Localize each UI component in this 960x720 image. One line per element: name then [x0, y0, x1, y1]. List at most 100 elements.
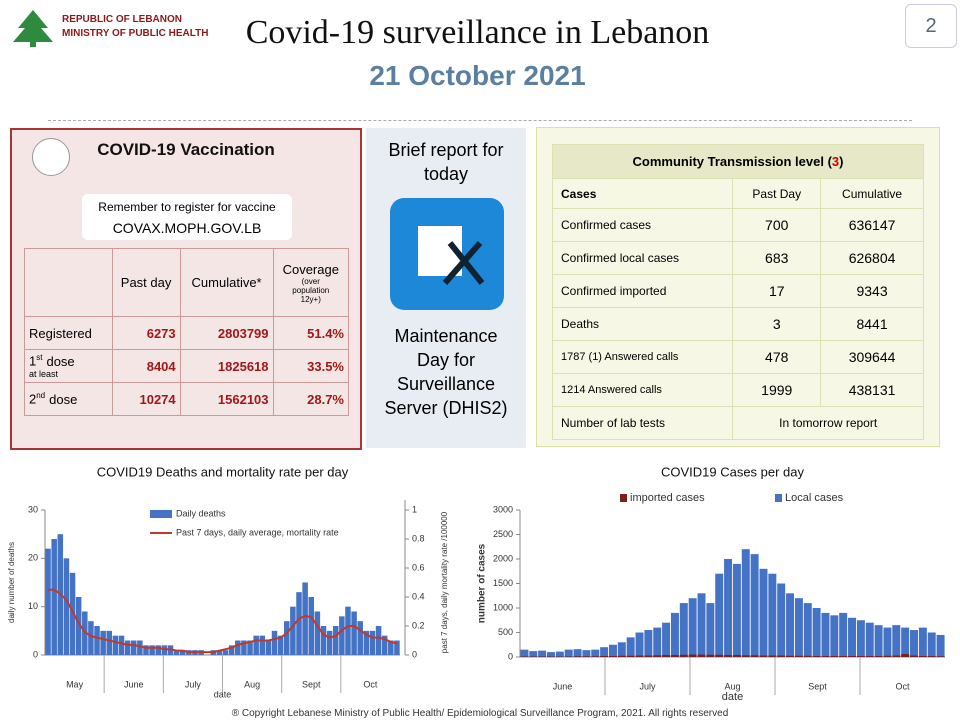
- bar: [901, 654, 910, 657]
- y2-tick-label: 0.6: [412, 562, 425, 572]
- bar: [222, 650, 229, 655]
- rate-line: [48, 588, 398, 654]
- brief-panel: Brief report for today Maintenance Day fo…: [366, 128, 526, 448]
- legend-swatch: [620, 494, 627, 502]
- column-header: Cumulative*: [179, 248, 274, 317]
- bar: [63, 558, 70, 655]
- row: Registered 6273 2803799 51.4%: [24, 316, 350, 350]
- bar: [573, 649, 582, 657]
- bar: [839, 656, 848, 657]
- bar: [848, 617, 857, 657]
- y2-tick-label: 0.4: [412, 591, 425, 601]
- row-label: 2nd dose: [24, 382, 113, 416]
- row-label-text: Registered: [29, 325, 92, 341]
- bar: [936, 634, 945, 657]
- bar: [130, 640, 137, 655]
- cell: 51.4%: [272, 316, 350, 350]
- cell: 8441: [820, 307, 924, 341]
- legend-label: Past 7 days, daily average, mortality ra…: [176, 527, 339, 537]
- bar: [51, 539, 57, 655]
- bar: [839, 612, 848, 657]
- bar: [173, 650, 180, 655]
- y-tick-label: 1500: [493, 578, 513, 588]
- bar: [149, 645, 155, 655]
- month-label: Oct: [895, 681, 910, 691]
- bar: [901, 627, 910, 657]
- bar: [271, 630, 278, 655]
- bar: [82, 611, 88, 655]
- bar: [688, 654, 697, 657]
- transmission-panel: Community Transmission level (3) Cases Pas…: [536, 127, 940, 447]
- bar: [265, 640, 272, 655]
- bar: [732, 655, 741, 657]
- cell: In tomorrow report: [732, 406, 924, 440]
- report-date: 21 October 2021: [369, 60, 586, 91]
- brief-message: Maintenance Day for Surveillance Server …: [384, 326, 508, 418]
- cell: 8404: [111, 349, 181, 383]
- legend-label: imported cases: [630, 492, 705, 504]
- bar: [794, 655, 803, 657]
- y-axis-label: daily number of deaths: [7, 542, 16, 623]
- cell: 1562103: [179, 382, 274, 416]
- bar: [75, 597, 82, 655]
- level: 3: [831, 154, 840, 169]
- cell: 626804: [820, 241, 924, 275]
- bar: [865, 622, 874, 657]
- bar: [883, 627, 892, 657]
- month-label: June: [553, 681, 573, 691]
- cell: 9343: [820, 274, 924, 308]
- vaccination-table: Past day Cumulative* Coverage (over populat…: [24, 248, 350, 416]
- month-label: Sept: [302, 679, 321, 689]
- bar: [394, 640, 400, 655]
- y-tick-label: 2000: [493, 553, 513, 563]
- icon-wrench: [442, 241, 485, 285]
- y2-tick-label: 0: [412, 649, 417, 659]
- transmission-table: Community Transmission level (3) Cases Pas…: [551, 144, 924, 440]
- bar: [617, 655, 626, 657]
- month-label: May: [66, 679, 84, 689]
- dose-number: 1: [29, 353, 37, 369]
- bar: [918, 627, 927, 657]
- bar: [241, 640, 247, 655]
- bar: [88, 621, 94, 655]
- cell: 3: [732, 307, 822, 341]
- vaccination-panel: COVID-19 Vaccination Remember to register…: [10, 128, 362, 450]
- legend-label: Local cases: [785, 492, 844, 504]
- bar: [320, 626, 327, 655]
- dose-label: dose: [46, 353, 75, 369]
- bar: [228, 645, 235, 655]
- bar: [290, 606, 296, 655]
- y-tick-label: 10: [28, 601, 38, 611]
- brief-heading: Brief report for today: [388, 140, 504, 184]
- bar: [706, 654, 715, 657]
- bar: [143, 645, 149, 655]
- dose-note: at least: [29, 368, 59, 379]
- column-header: Coverage (over population 12y+): [272, 248, 350, 317]
- bar: [600, 656, 609, 657]
- bar: [724, 655, 733, 657]
- y2-tick-label: 0.8: [412, 533, 425, 543]
- bar: [830, 656, 839, 657]
- reminder-box: Remember to register for vaccine COVAX.MO…: [82, 194, 292, 240]
- bar: [732, 563, 741, 657]
- bar: [706, 603, 715, 657]
- bar: [345, 606, 351, 655]
- bar: [759, 655, 768, 657]
- cell: Number of lab tests: [551, 406, 734, 440]
- month-label: Oct: [363, 679, 378, 689]
- bar: [644, 655, 653, 657]
- y-tick-label: 0: [508, 651, 513, 661]
- chart-title: COVID19 Deaths and mortality rate per da…: [97, 464, 349, 479]
- bar: [670, 612, 679, 657]
- bar: [910, 655, 918, 657]
- column-header: Cases: [551, 178, 734, 209]
- cell: 683: [732, 241, 822, 275]
- bar: [865, 656, 874, 657]
- org-name: REPUBLIC OF LEBANON: [62, 14, 182, 25]
- bar: [794, 598, 803, 657]
- y-tick-label: 2500: [493, 529, 513, 539]
- bar: [608, 656, 617, 657]
- chart-title: COVID19 Cases per day: [661, 464, 805, 479]
- bar: [768, 655, 777, 657]
- bar: [741, 549, 750, 657]
